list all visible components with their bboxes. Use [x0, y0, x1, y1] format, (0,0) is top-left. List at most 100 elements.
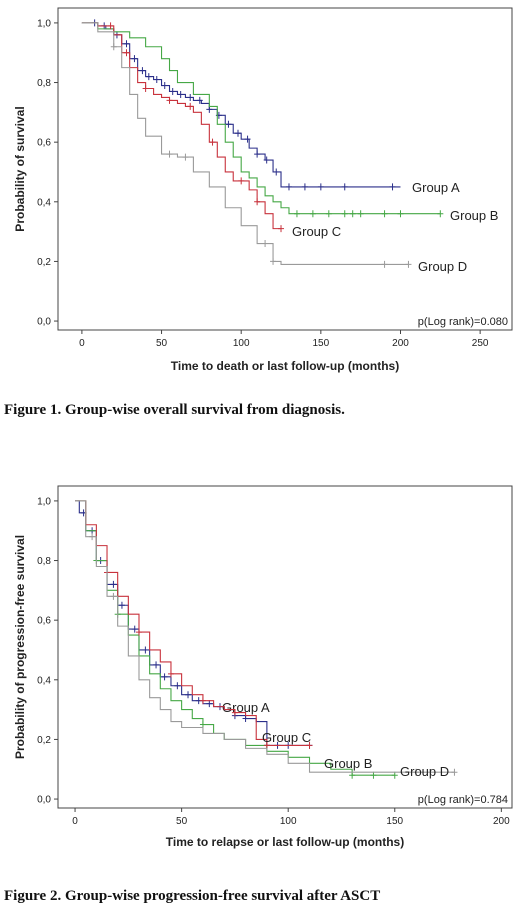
x-tick-label: 0 — [72, 816, 78, 827]
progression-free-survival-chart: 0,0 0,2 0,4 0,6 0,8 1,0 0 50 100 150 200 Time to re… — [13, 485, 513, 849]
censor-mark — [131, 625, 138, 633]
censor-mark — [262, 240, 269, 248]
series-line-group-b — [81, 22, 441, 215]
censor-mark — [391, 771, 398, 779]
censor-mark — [397, 210, 404, 218]
series-line-group-c — [75, 500, 310, 746]
censor-mark — [285, 183, 292, 191]
censor-mark — [166, 96, 173, 104]
censor-mark — [110, 580, 117, 588]
censor-mark — [278, 225, 285, 233]
censor-mark — [110, 592, 117, 600]
x-axis-label: Time to death or last follow-up (months) — [171, 359, 399, 373]
censor-mark — [206, 700, 213, 708]
censor-mark — [153, 76, 160, 84]
censor-mark — [381, 210, 388, 218]
y-tick-label: 0,2 — [37, 735, 51, 746]
plot-frame — [57, 485, 513, 809]
censor-mark — [199, 721, 206, 729]
censor-mark — [145, 73, 152, 81]
censor-mark — [389, 183, 396, 191]
series-label-group-a: Group A — [412, 180, 460, 195]
censor-mark — [349, 210, 356, 218]
censor-mark — [341, 210, 348, 218]
y-tick-label: 1,0 — [37, 18, 51, 29]
censor-mark — [142, 646, 149, 654]
censor-mark — [185, 691, 192, 699]
overall-survival-chart: 0,0 0,2 0,4 0,6 0,8 1,0 0 50 100 150 200 250 Time to… — [13, 7, 513, 373]
series-label-group-c: Group C — [262, 730, 311, 745]
censor-mark — [161, 82, 168, 90]
censor-mark — [349, 771, 356, 779]
censor-mark — [206, 105, 213, 113]
y-tick-label: 0,8 — [37, 78, 51, 89]
x-tick-label: 150 — [312, 338, 329, 349]
censor-mark — [135, 628, 142, 636]
censor-mark — [254, 198, 261, 206]
censor-mark — [235, 129, 242, 137]
x-tick-label: 200 — [392, 338, 409, 349]
y-tick-label: 1,0 — [37, 496, 51, 507]
censor-mark — [317, 183, 324, 191]
censor-mark — [451, 768, 458, 776]
censor-mark — [413, 768, 420, 776]
series-label-group-a: Group A — [222, 700, 270, 715]
x-tick-label: 250 — [472, 338, 489, 349]
censor-mark — [225, 120, 232, 128]
censor-mark — [244, 135, 251, 143]
censor-mark — [270, 257, 277, 265]
x-tick-label: 50 — [156, 338, 168, 349]
censor-mark — [325, 210, 332, 218]
censor-mark — [254, 150, 261, 158]
censor-mark — [123, 49, 130, 57]
x-tick-label: 100 — [280, 816, 297, 827]
censor-mark — [293, 210, 300, 218]
censor-mark — [437, 210, 444, 218]
series-label-group-d: Group D — [400, 764, 449, 779]
censor-mark — [199, 697, 206, 705]
figure-1-caption: Figure 1. Group-wise overall survival fr… — [4, 402, 345, 418]
series-line-group-c — [81, 22, 282, 230]
censor-mark — [301, 183, 308, 191]
censor-mark — [169, 87, 176, 95]
censor-mark — [309, 210, 316, 218]
series-line-group-b — [75, 500, 395, 776]
censor-mark — [187, 93, 194, 101]
y-tick-label: 0,6 — [37, 616, 51, 627]
x-axis-label: Time to relapse or last follow-up (month… — [166, 835, 404, 849]
y-axis-label: Probability of survival — [13, 106, 27, 231]
censor-mark — [167, 670, 174, 678]
x-tick-label: 100 — [233, 338, 250, 349]
censor-mark — [231, 709, 238, 717]
censor-mark — [405, 260, 412, 268]
censor-mark — [118, 601, 125, 609]
series-line-group-d — [75, 500, 455, 773]
plot-frame — [57, 7, 513, 331]
censor-mark — [177, 90, 184, 98]
x-tick-label: 0 — [79, 338, 85, 349]
censor-mark — [107, 22, 114, 30]
series-label-group-d: Group D — [418, 259, 467, 274]
censor-mark — [370, 771, 377, 779]
censor-mark — [357, 210, 364, 218]
y-tick-label: 0,4 — [37, 675, 51, 686]
censor-mark — [263, 741, 270, 749]
censor-mark — [110, 43, 117, 51]
y-tick-label: 0,4 — [37, 197, 51, 208]
series-line-group-a — [75, 500, 310, 746]
censor-mark — [263, 156, 270, 164]
censor-mark — [161, 673, 168, 681]
series-label-group-b: Group B — [324, 756, 372, 771]
y-tick-label: 0,6 — [37, 138, 51, 149]
series-label-group-b: Group B — [450, 208, 498, 223]
censor-mark — [187, 102, 194, 110]
y-tick-label: 0,8 — [37, 556, 51, 567]
censor-mark — [174, 682, 181, 690]
x-tick-label: 150 — [386, 816, 403, 827]
censor-mark — [209, 138, 216, 146]
x-tick-label: 200 — [493, 816, 510, 827]
p-value-annotation: p(Log rank)=0.784 — [418, 794, 508, 806]
censor-mark — [341, 183, 348, 191]
censor-mark — [131, 55, 138, 63]
censor-mark — [242, 715, 249, 723]
